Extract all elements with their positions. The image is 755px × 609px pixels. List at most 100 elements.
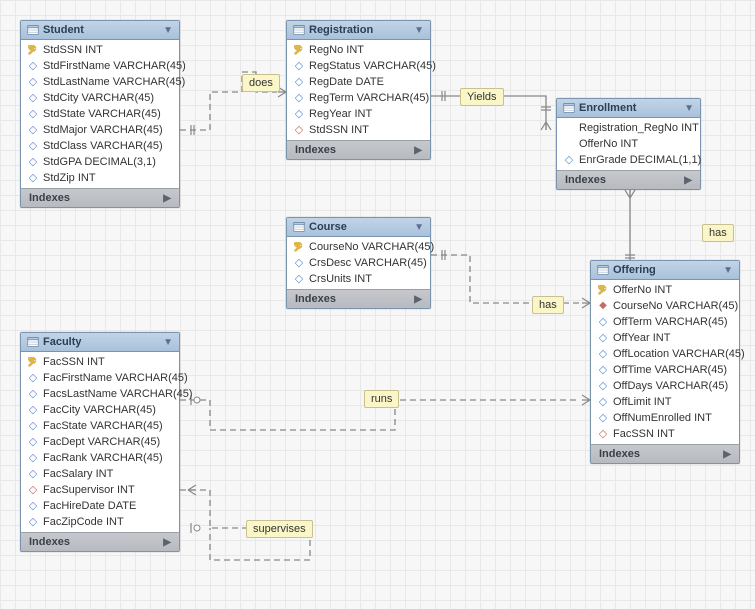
- relationship-label[interactable]: has: [532, 296, 564, 314]
- table-icon: [563, 102, 575, 114]
- column-label: OffLocation VARCHAR(45): [613, 348, 745, 360]
- entity-offering[interactable]: Offering▼ OfferNo INT CourseNo VARCHAR(45)…: [590, 260, 740, 464]
- collapse-icon[interactable]: ▼: [163, 25, 173, 36]
- column-row[interactable]: CourseNo VARCHAR(45): [287, 239, 430, 255]
- column-row[interactable]: OfferNo INT: [591, 282, 739, 298]
- entity-header[interactable]: Enrollment ▼: [557, 99, 700, 118]
- indexes-label: Indexes: [599, 448, 640, 460]
- column-row[interactable]: FacDept VARCHAR(45): [21, 434, 179, 450]
- indexes-section[interactable]: Indexes ▶: [591, 444, 739, 463]
- column-row[interactable]: StdGPA DECIMAL(3,1): [21, 154, 179, 170]
- key-icon: [293, 44, 305, 56]
- column-row[interactable]: CrsDesc VARCHAR(45): [287, 255, 430, 271]
- collapse-icon[interactable]: ▼: [723, 265, 733, 276]
- column-row[interactable]: OffYear INT: [591, 330, 739, 346]
- column-row[interactable]: OffDays VARCHAR(45): [591, 378, 739, 394]
- entity-header[interactable]: Offering▼: [591, 261, 739, 280]
- relationship-label[interactable]: runs: [364, 390, 399, 408]
- column-row[interactable]: OffTerm VARCHAR(45): [591, 314, 739, 330]
- column-row[interactable]: FacSalary INT: [21, 466, 179, 482]
- expand-icon[interactable]: ▶: [684, 175, 692, 186]
- relationship-label[interactable]: has: [702, 224, 734, 242]
- column-row[interactable]: FacFirstName VARCHAR(45): [21, 370, 179, 386]
- indexes-section[interactable]: Indexes▶: [287, 140, 430, 159]
- column-row[interactable]: OffLocation VARCHAR(45): [591, 346, 739, 362]
- indexes-section[interactable]: Indexes▶: [21, 188, 179, 207]
- column-row[interactable]: StdFirstName VARCHAR(45): [21, 58, 179, 74]
- diamond-icon: [27, 108, 39, 120]
- entity-title: Registration: [309, 24, 373, 36]
- expand-icon[interactable]: ▶: [163, 193, 171, 204]
- column-row[interactable]: StdMajor VARCHAR(45): [21, 122, 179, 138]
- entity-registration[interactable]: Registration ▼ RegNo INTRegStatus VARCHAR(…: [286, 20, 431, 160]
- diamond-icon: [597, 396, 609, 408]
- entity-header[interactable]: Student▼: [21, 21, 179, 40]
- column-row[interactable]: FacZipCode INT: [21, 514, 179, 530]
- collapse-icon[interactable]: ▼: [163, 337, 173, 348]
- column-row[interactable]: RegYear INT: [287, 106, 430, 122]
- column-row[interactable]: CrsUnits INT: [287, 271, 430, 287]
- collapse-icon[interactable]: ▼: [414, 222, 424, 233]
- column-label: FacRank VARCHAR(45): [43, 452, 163, 464]
- column-row[interactable]: StdCity VARCHAR(45): [21, 90, 179, 106]
- column-row[interactable]: OffLimit INT: [591, 394, 739, 410]
- column-row[interactable]: FacCity VARCHAR(45): [21, 402, 179, 418]
- entity-faculty[interactable]: Faculty ▼ FacSSN INTFacFirstName VARCHAR(4…: [20, 332, 180, 552]
- column-row[interactable]: FacsLastName VARCHAR(45): [21, 386, 179, 402]
- column-row[interactable]: FacRank VARCHAR(45): [21, 450, 179, 466]
- column-row[interactable]: FacSupervisor INT: [21, 482, 179, 498]
- column-label: StdLastName VARCHAR(45): [43, 76, 185, 88]
- column-row[interactable]: FacHireDate DATE: [21, 498, 179, 514]
- column-row[interactable]: OfferNo INT: [557, 136, 700, 152]
- collapse-icon[interactable]: ▼: [414, 25, 424, 36]
- columns-list: StdSSN INTStdFirstName VARCHAR(45)StdLas…: [21, 40, 179, 188]
- column-row[interactable]: Registration_RegNo INT: [557, 120, 700, 136]
- column-row[interactable]: RegStatus VARCHAR(45): [287, 58, 430, 74]
- expand-icon[interactable]: ▶: [723, 449, 731, 460]
- entity-header[interactable]: Registration ▼: [287, 21, 430, 40]
- column-label: RegTerm VARCHAR(45): [309, 92, 429, 104]
- column-label: FacState VARCHAR(45): [43, 420, 163, 432]
- column-row[interactable]: FacSSN INT: [21, 354, 179, 370]
- diamond-icon: [27, 420, 39, 432]
- column-row[interactable]: RegTerm VARCHAR(45): [287, 90, 430, 106]
- column-row[interactable]: StdClass VARCHAR(45): [21, 138, 179, 154]
- diamond-icon: [597, 332, 609, 344]
- key-icon: [293, 241, 305, 253]
- relationship-label[interactable]: does: [242, 74, 280, 92]
- diamond-icon: [597, 364, 609, 376]
- column-row[interactable]: RegDate DATE: [287, 74, 430, 90]
- column-label: CourseNo VARCHAR(45): [613, 300, 738, 312]
- column-row[interactable]: OffNumEnrolled INT: [591, 410, 739, 426]
- column-row[interactable]: StdZip INT: [21, 170, 179, 186]
- indexes-section[interactable]: Indexes▶: [21, 532, 179, 551]
- column-row[interactable]: FacState VARCHAR(45): [21, 418, 179, 434]
- column-row[interactable]: FacSSN INT: [591, 426, 739, 442]
- column-row[interactable]: RegNo INT: [287, 42, 430, 58]
- column-row[interactable]: StdState VARCHAR(45): [21, 106, 179, 122]
- entity-header[interactable]: Faculty ▼: [21, 333, 179, 352]
- column-row[interactable]: StdLastName VARCHAR(45): [21, 74, 179, 90]
- column-row[interactable]: OffTime VARCHAR(45): [591, 362, 739, 378]
- expand-icon[interactable]: ▶: [414, 145, 422, 156]
- column-label: StdState VARCHAR(45): [43, 108, 161, 120]
- column-row[interactable]: StdSSN INT: [21, 42, 179, 58]
- column-row[interactable]: StdSSN INT: [287, 122, 430, 138]
- entity-header[interactable]: Course▼: [287, 218, 430, 237]
- indexes-section[interactable]: Indexes▶: [557, 170, 700, 189]
- relationship-label[interactable]: supervises: [246, 520, 313, 538]
- entity-title: Faculty: [43, 336, 82, 348]
- column-label: FacSupervisor INT: [43, 484, 135, 496]
- entity-enrollment[interactable]: Enrollment ▼ Registration_RegNo INTOfferNo…: [556, 98, 701, 190]
- expand-icon[interactable]: ▶: [414, 294, 422, 305]
- column-row[interactable]: EnrGrade DECIMAL(1,1): [557, 152, 700, 168]
- relationship-label[interactable]: Yields: [460, 88, 504, 106]
- entity-student[interactable]: Student▼StdSSN INTStdFirstName VARCHAR(4…: [20, 20, 180, 208]
- entity-title: Enrollment: [579, 102, 636, 114]
- column-label: CrsUnits INT: [309, 273, 372, 285]
- column-row[interactable]: CourseNo VARCHAR(45): [591, 298, 739, 314]
- indexes-section[interactable]: Indexes▶: [287, 289, 430, 308]
- expand-icon[interactable]: ▶: [163, 537, 171, 548]
- entity-course[interactable]: Course▼ CourseNo VARCHAR(45)CrsDesc VARCH…: [286, 217, 431, 309]
- collapse-icon[interactable]: ▼: [684, 103, 694, 114]
